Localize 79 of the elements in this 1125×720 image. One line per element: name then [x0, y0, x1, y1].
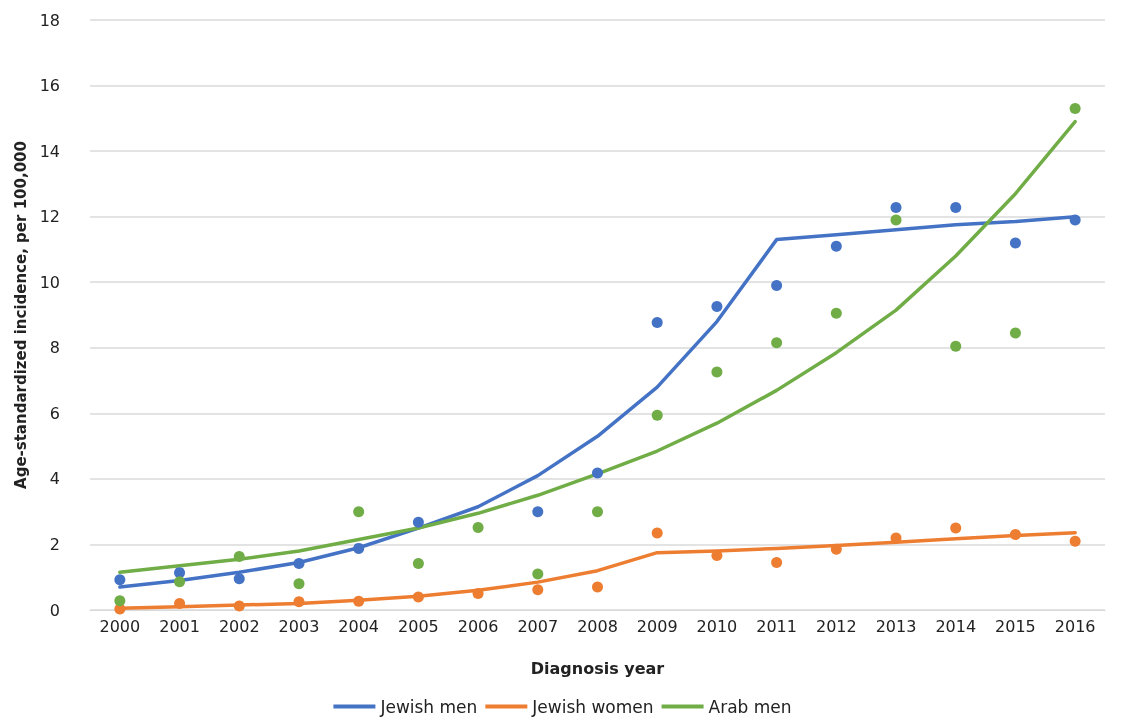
y-tick-label: 8	[49, 338, 60, 358]
point	[412, 557, 424, 569]
x-tick-label: 2004	[338, 616, 380, 636]
y-tick-label: 6	[49, 403, 60, 423]
point	[293, 578, 305, 590]
y-axis-title: Age-standardized incidence, per 100,000	[12, 141, 31, 489]
point	[532, 506, 544, 518]
point	[651, 317, 663, 329]
x-tick-label: 2006	[457, 616, 499, 636]
x-tick-label: 2013	[875, 616, 917, 636]
x-tick-label: 2009	[636, 616, 678, 636]
x-tick-label: 2011	[756, 616, 797, 636]
point	[1009, 529, 1021, 541]
x-tick-label: 2007	[517, 616, 559, 636]
point	[592, 467, 603, 479]
point	[771, 280, 783, 291]
point	[711, 366, 723, 378]
point	[353, 542, 365, 554]
y-tick-label: 10	[39, 272, 60, 292]
x-tick-label: 2014	[935, 616, 977, 636]
x-tick-label: 2012	[815, 616, 857, 636]
point	[890, 214, 902, 226]
point	[1069, 103, 1081, 114]
point	[771, 337, 783, 349]
y-tick-label: 14	[39, 141, 60, 161]
legend-label: Jewish women	[531, 696, 654, 717]
point	[293, 557, 305, 569]
point	[651, 527, 663, 539]
point	[174, 597, 186, 609]
point	[532, 584, 544, 596]
point	[233, 600, 245, 612]
point	[114, 595, 126, 607]
x-tick-label: 2002	[218, 616, 260, 636]
point	[353, 595, 365, 607]
point	[890, 201, 902, 213]
y-tick-label: 18	[39, 10, 60, 30]
point	[114, 574, 126, 586]
point	[771, 556, 783, 568]
x-tick-label: 2003	[278, 616, 320, 636]
x-tick-label: 2000	[99, 616, 141, 636]
point	[592, 581, 603, 593]
point	[532, 568, 544, 580]
point	[174, 567, 186, 579]
x-tick-label: 2015	[995, 616, 1036, 636]
x-tick-label: 2008	[577, 616, 618, 636]
point	[830, 307, 842, 319]
point	[592, 506, 603, 518]
point	[472, 588, 484, 600]
point	[472, 521, 484, 533]
point	[711, 300, 723, 312]
point	[830, 240, 842, 252]
legend-label: Arab men	[708, 696, 792, 717]
point	[233, 551, 245, 563]
x-tick-label: 2010	[696, 616, 738, 636]
point	[293, 596, 305, 608]
point	[651, 409, 663, 421]
point	[412, 591, 424, 603]
point	[1069, 535, 1081, 547]
point	[412, 516, 424, 528]
point	[174, 576, 186, 588]
point	[830, 543, 842, 555]
y-tick-label: 4	[49, 469, 60, 489]
point	[1009, 237, 1021, 249]
x-tick-label: 2016	[1054, 616, 1096, 636]
point	[1009, 327, 1021, 339]
point	[950, 522, 962, 534]
legend-label: Jewish men	[379, 696, 478, 717]
x-tick-label: 2005	[398, 616, 439, 636]
point	[950, 201, 962, 213]
point	[950, 340, 962, 352]
point	[1069, 214, 1081, 226]
point	[353, 506, 365, 518]
x-axis-title: Diagnosis year	[530, 658, 665, 678]
y-tick-label: 0	[49, 600, 60, 620]
y-tick-label: 16	[39, 76, 60, 96]
y-tick-label: 2	[49, 534, 60, 554]
y-tick-label: 12	[39, 207, 60, 227]
x-tick-label: 2001	[159, 616, 200, 636]
point	[233, 573, 245, 585]
